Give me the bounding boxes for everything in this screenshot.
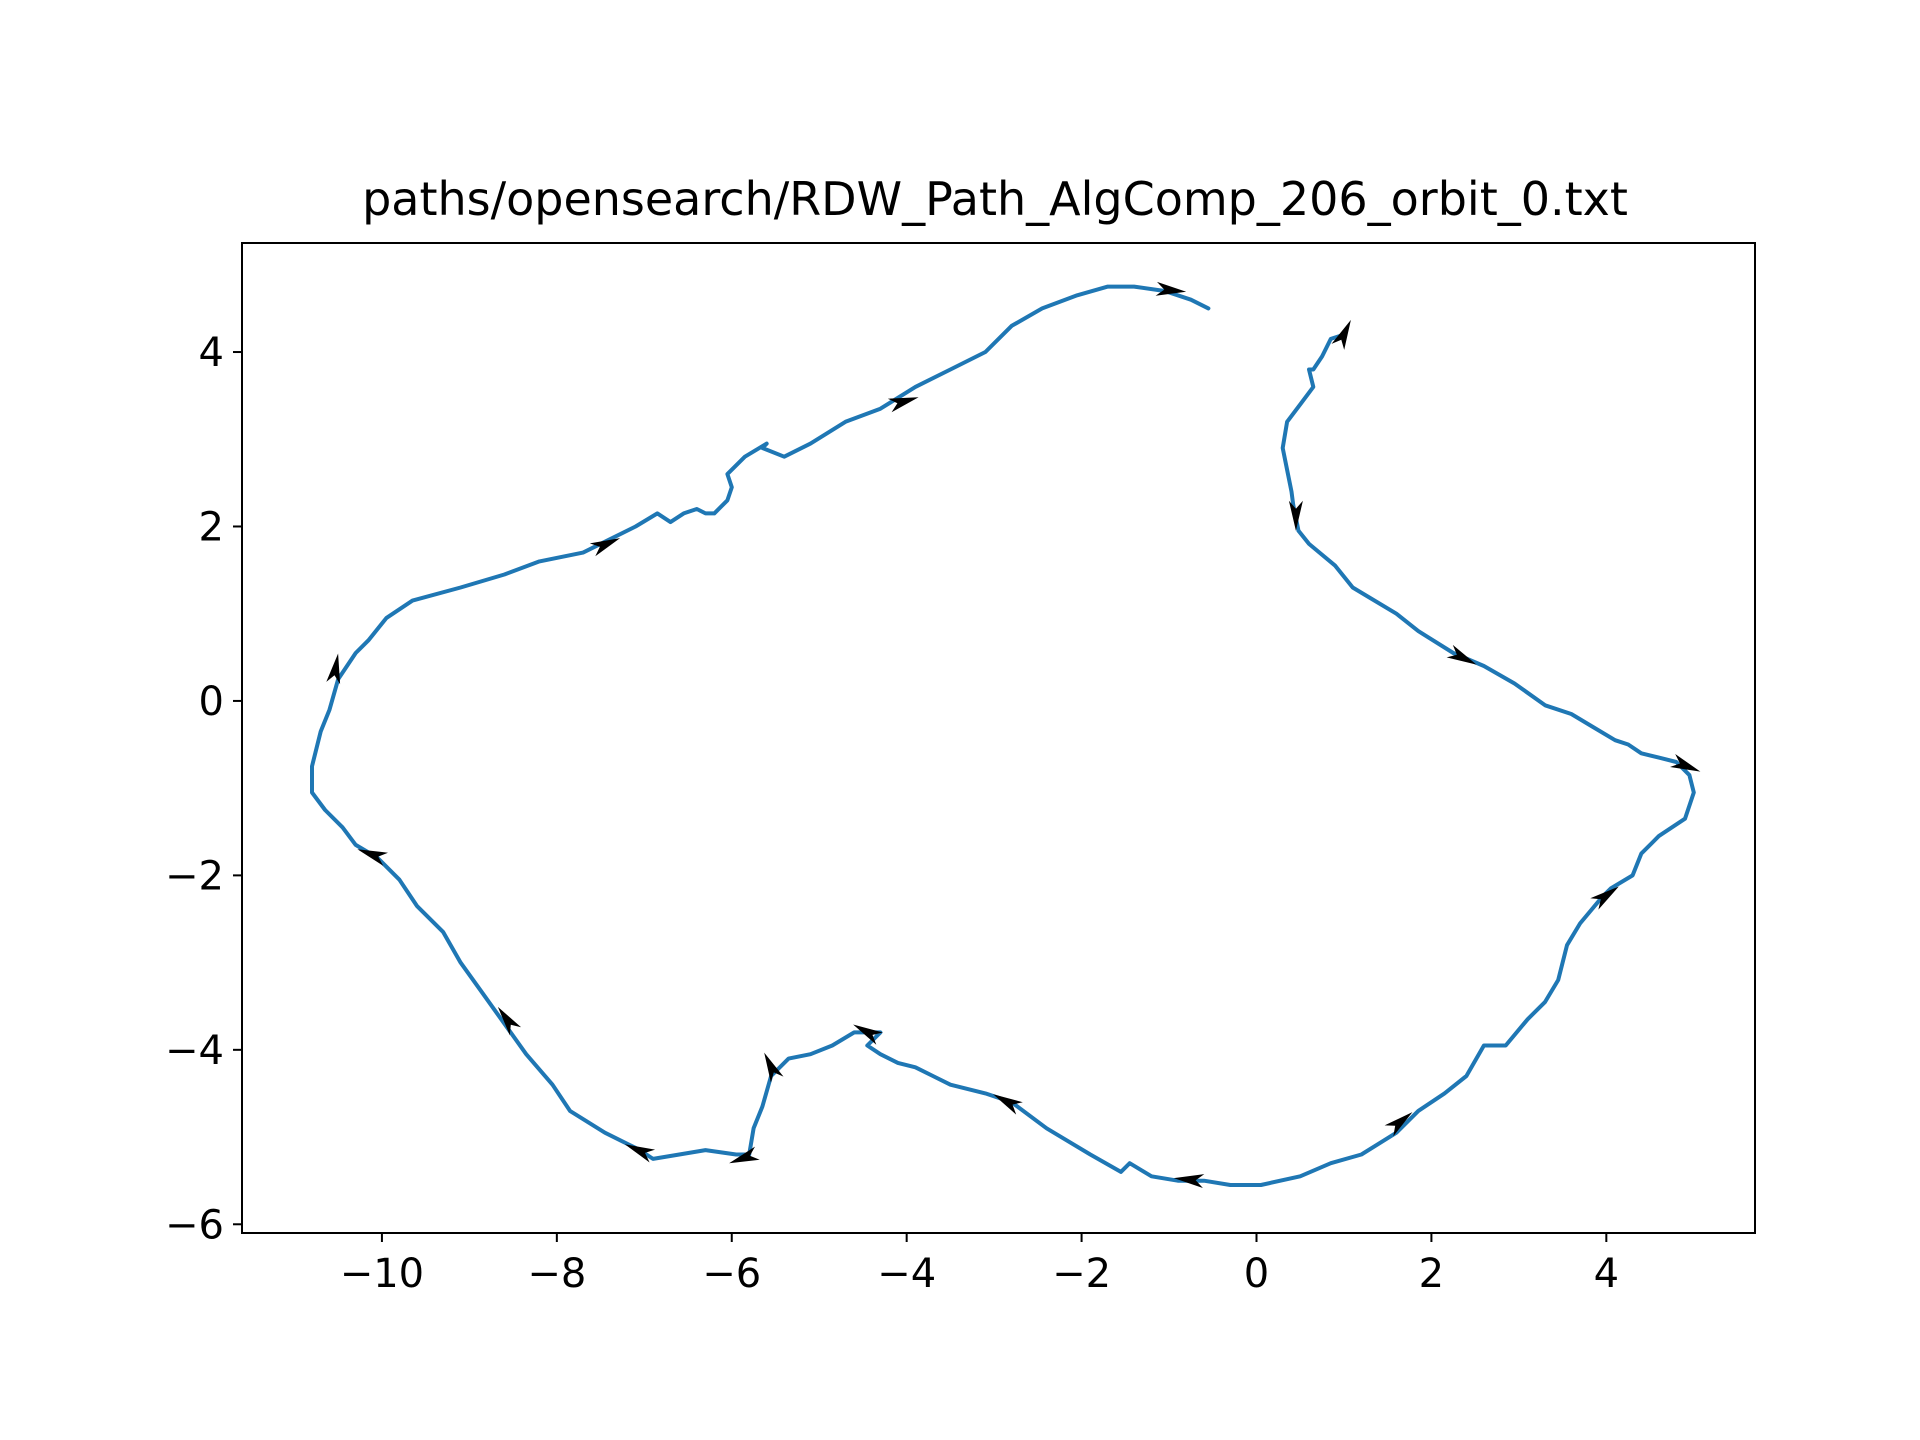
direction-arrow-15 [326, 653, 341, 685]
y-tick-label: 2 [199, 504, 224, 550]
x-tick-label: 0 [1244, 1251, 1269, 1297]
axes-frame [241, 242, 1756, 1234]
direction-arrow-3 [1446, 644, 1477, 665]
x-tick-label: 4 [1594, 1251, 1619, 1297]
direction-arrow-4 [1670, 754, 1701, 772]
x-tick-label: −2 [1052, 1251, 1111, 1297]
direction-arrow-17 [887, 397, 919, 413]
y-tick-label: 0 [199, 679, 224, 725]
direction-arrow-12 [624, 1144, 656, 1163]
direction-arrow-8 [993, 1094, 1023, 1115]
direction-arrow-11 [729, 1146, 760, 1164]
axes: −10 −8 −6 −4 −2 0 2 4 −6 −4 −2 0 2 4 [165, 242, 1756, 1297]
direction-arrow-16 [589, 538, 621, 557]
x-tick-label: −8 [527, 1251, 586, 1297]
direction-arrow-10 [764, 1052, 784, 1083]
direction-arrow-6 [1384, 1112, 1413, 1137]
y-tick-label: 4 [199, 330, 224, 376]
direction-arrow-1 [1331, 319, 1351, 350]
direction-arrow-5 [1590, 886, 1619, 910]
y-tick-label: −2 [165, 853, 224, 899]
y-tick-label: −6 [165, 1202, 224, 1248]
x-tick-label: −6 [702, 1251, 761, 1297]
x-tick-label: −4 [877, 1251, 936, 1297]
direction-arrow-2 [1288, 500, 1303, 531]
plot-area [310, 281, 1701, 1188]
chart-title: paths/opensearch/RDW_Path_AlgComp_206_or… [362, 172, 1628, 226]
direction-arrow-18 [1155, 281, 1187, 296]
direction-arrow-9 [853, 1024, 883, 1045]
x-tick-label: −10 [340, 1251, 424, 1297]
y-tick-label: −4 [165, 1028, 224, 1074]
direction-arrow-13 [497, 1006, 522, 1036]
x-tick-label: 2 [1419, 1251, 1444, 1297]
direction-arrow-14 [357, 849, 388, 866]
direction-arrow-7 [1173, 1174, 1205, 1188]
